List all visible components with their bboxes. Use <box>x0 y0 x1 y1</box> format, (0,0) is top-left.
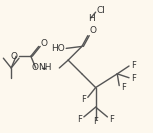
Text: H: H <box>88 14 95 22</box>
Text: O: O <box>10 52 17 61</box>
Text: F: F <box>109 115 114 124</box>
Text: Cl: Cl <box>97 6 106 15</box>
Text: F: F <box>81 95 86 104</box>
Text: O: O <box>32 63 39 72</box>
Text: HO: HO <box>51 44 65 53</box>
Text: O: O <box>41 39 48 48</box>
Text: F: F <box>77 115 82 124</box>
Text: F: F <box>93 117 98 126</box>
Text: O: O <box>90 26 97 35</box>
Text: F: F <box>131 74 136 83</box>
Text: NH: NH <box>38 63 51 72</box>
Text: F: F <box>121 83 126 92</box>
Text: F: F <box>131 61 136 70</box>
